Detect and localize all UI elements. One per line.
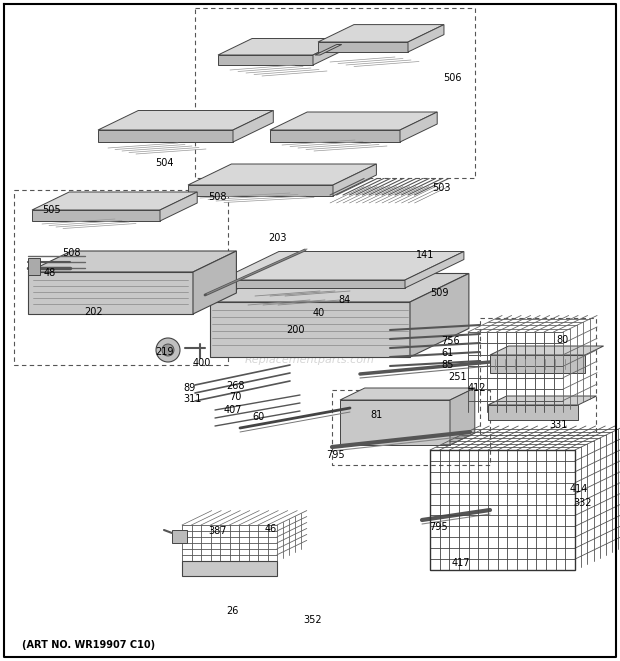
Polygon shape	[32, 210, 160, 221]
Text: 251: 251	[448, 372, 467, 382]
Polygon shape	[220, 251, 464, 280]
Text: 89: 89	[183, 383, 195, 393]
Text: 508: 508	[62, 248, 81, 258]
Text: 46: 46	[265, 524, 277, 534]
Text: 795: 795	[326, 450, 345, 460]
Polygon shape	[490, 346, 604, 355]
Polygon shape	[450, 388, 475, 445]
Polygon shape	[210, 302, 410, 357]
Text: 407: 407	[224, 405, 242, 415]
Text: 26: 26	[226, 606, 238, 616]
Polygon shape	[218, 38, 347, 55]
Polygon shape	[333, 164, 376, 196]
Polygon shape	[182, 561, 277, 576]
Polygon shape	[218, 55, 313, 65]
Polygon shape	[270, 112, 437, 130]
Text: 332: 332	[573, 498, 591, 508]
Polygon shape	[28, 272, 193, 314]
Polygon shape	[160, 192, 197, 221]
Circle shape	[156, 338, 180, 362]
Text: 509: 509	[430, 288, 448, 298]
Polygon shape	[340, 400, 450, 445]
Polygon shape	[233, 110, 273, 142]
Polygon shape	[270, 130, 400, 142]
Text: 84: 84	[338, 295, 350, 305]
Text: 219: 219	[155, 347, 174, 357]
Text: 508: 508	[208, 192, 226, 202]
Polygon shape	[188, 185, 333, 196]
Polygon shape	[193, 251, 236, 314]
Text: 352: 352	[303, 615, 322, 625]
Polygon shape	[490, 355, 585, 373]
Text: 506: 506	[443, 73, 461, 83]
Polygon shape	[210, 274, 469, 302]
Text: 504: 504	[155, 158, 174, 168]
Polygon shape	[488, 405, 578, 420]
Text: (ART NO. WR19907 C10): (ART NO. WR19907 C10)	[22, 640, 155, 650]
Polygon shape	[488, 396, 596, 405]
Text: 200: 200	[286, 325, 304, 335]
Polygon shape	[405, 251, 464, 288]
Text: 85: 85	[441, 360, 453, 370]
Text: 756: 756	[441, 336, 459, 346]
Polygon shape	[400, 112, 437, 142]
Text: 203: 203	[268, 233, 286, 243]
Polygon shape	[313, 38, 347, 65]
Text: 505: 505	[42, 205, 61, 215]
Text: 417: 417	[452, 558, 471, 568]
Polygon shape	[32, 192, 197, 210]
Text: 81: 81	[370, 410, 383, 420]
Polygon shape	[315, 44, 342, 55]
Polygon shape	[340, 388, 475, 400]
Circle shape	[162, 344, 174, 356]
Polygon shape	[318, 24, 444, 42]
Polygon shape	[410, 274, 469, 357]
Polygon shape	[98, 110, 273, 130]
Text: 202: 202	[84, 307, 103, 317]
Polygon shape	[28, 251, 236, 272]
Polygon shape	[220, 280, 405, 288]
Polygon shape	[318, 42, 408, 52]
Text: 400: 400	[193, 358, 211, 368]
Text: 70: 70	[229, 392, 241, 402]
Text: 331: 331	[549, 420, 567, 430]
Text: 80: 80	[556, 335, 569, 345]
Polygon shape	[98, 130, 233, 142]
Polygon shape	[188, 164, 376, 185]
Text: 311: 311	[183, 394, 202, 404]
Text: 268: 268	[226, 381, 244, 391]
Text: 387: 387	[208, 526, 226, 536]
Text: 48: 48	[44, 268, 56, 278]
Text: 503: 503	[432, 183, 451, 193]
Polygon shape	[408, 24, 444, 52]
Text: 795: 795	[429, 522, 448, 532]
Text: Replacementparts.com: Replacementparts.com	[245, 355, 375, 365]
Text: 61: 61	[441, 348, 453, 358]
Text: 414: 414	[570, 484, 588, 494]
Polygon shape	[28, 258, 40, 275]
Text: 40: 40	[313, 308, 326, 318]
Text: 141: 141	[416, 250, 435, 260]
Text: 412: 412	[468, 383, 487, 393]
Polygon shape	[172, 530, 187, 543]
Text: 60: 60	[252, 412, 264, 422]
